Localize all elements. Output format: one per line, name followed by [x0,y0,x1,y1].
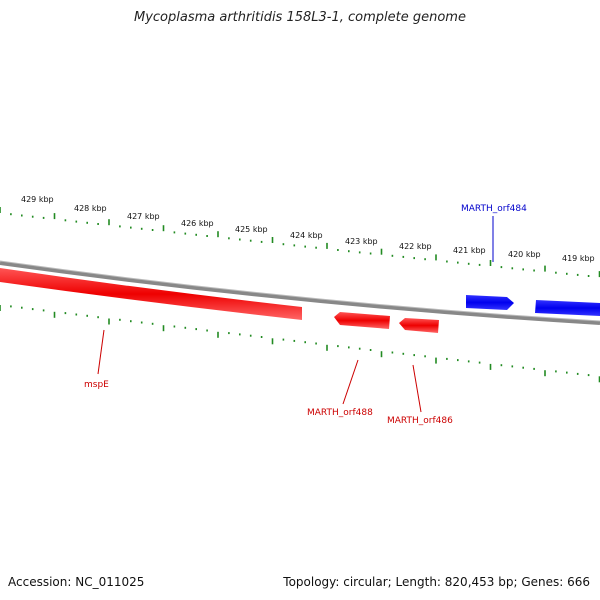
gene-mspe-feature[interactable] [0,268,302,320]
map-title: Mycoplasma arthritidis 158L3-1, complete… [134,10,466,25]
ruler-label: 425 kbp [235,225,268,234]
ruler-label: 419 kbp [562,254,595,263]
accession-text: Accession: NC_011025 [8,575,145,589]
ruler-label: 422 kbp [399,242,432,251]
gene-partial-plus-feature[interactable] [535,300,600,316]
inner-tick-ruler [0,305,600,383]
gene-label-marth-orf488[interactable]: MARTH_orf488 [307,408,373,418]
ruler-label: 428 kbp [74,204,107,213]
ruler-label: 429 kbp [21,195,54,204]
ruler-label: 423 kbp [345,237,378,246]
outer-tick-ruler [0,207,600,278]
ruler-label: 420 kbp [508,250,541,259]
ruler-label: 421 kbp [453,246,486,255]
gene-label-marth-orf486[interactable]: MARTH_orf486 [387,416,453,426]
genome-summary-text: Topology: circular; Length: 820,453 bp; … [283,575,590,589]
gene-label-marth-orf484[interactable]: MARTH_orf484 [461,204,527,214]
mspe-leader-line [97,329,105,375]
gene-marth-orf484-feature[interactable] [466,295,514,310]
gene-label-mspe[interactable]: mspE [84,380,109,390]
ruler-label: 427 kbp [127,212,160,221]
gene-marth-orf488-feature[interactable] [334,312,390,329]
gene-marth-orf486-feature[interactable] [399,318,439,333]
ruler-label: 426 kbp [181,219,214,228]
genome-backbone-highlight [0,260,600,322]
orf486-leader-line [412,364,422,413]
ruler-label: 424 kbp [290,231,323,240]
genome-backbone [0,261,600,325]
orf488-leader-line [342,359,359,405]
